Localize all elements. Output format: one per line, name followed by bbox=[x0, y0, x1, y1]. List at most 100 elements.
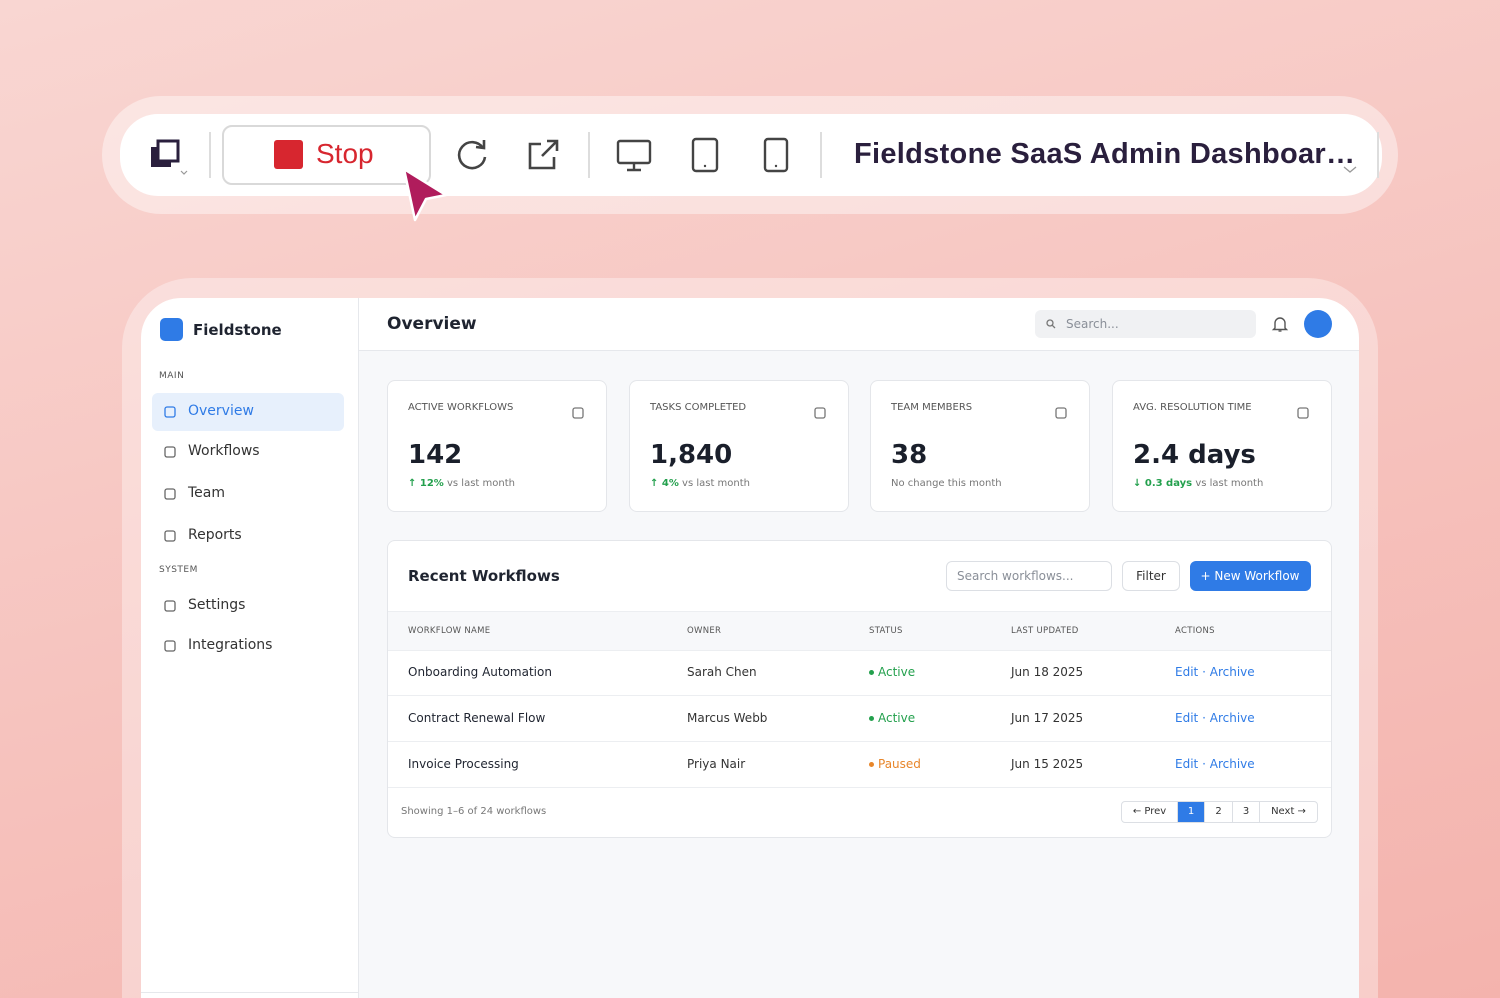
stat-card bbox=[629, 380, 849, 512]
action-link[interactable]: Archive bbox=[1209, 664, 1255, 679]
stat-card bbox=[387, 380, 607, 512]
stat-value: 2.4 days bbox=[1133, 439, 1256, 470]
stat-note: vs last month bbox=[1195, 478, 1264, 489]
workflow-name[interactable]: Contract Renewal Flow bbox=[408, 710, 546, 725]
workflow-name[interactable]: Onboarding Automation bbox=[408, 664, 552, 679]
table-title: Recent Workflows bbox=[408, 566, 560, 585]
stat-label: TEAM MEMBERS bbox=[891, 402, 973, 413]
title-dropdown[interactable] bbox=[1343, 166, 1357, 174]
nav-item-active[interactable] bbox=[152, 393, 344, 431]
user-avatar[interactable] bbox=[1304, 310, 1332, 338]
stat-card bbox=[1112, 380, 1332, 512]
actions: Edit · Archive bbox=[1175, 664, 1255, 681]
workflow-name[interactable]: Invoice Processing bbox=[408, 756, 519, 771]
reload-icon[interactable] bbox=[456, 138, 490, 172]
page-button[interactable]: 1 bbox=[1177, 801, 1205, 823]
nav-icon bbox=[1297, 407, 1309, 419]
actions: Edit · Archive bbox=[1175, 756, 1255, 773]
page-button[interactable]: Next → bbox=[1259, 801, 1318, 823]
actions: Edit · Archive bbox=[1175, 710, 1255, 727]
nav-icon bbox=[814, 407, 826, 419]
page-label: Next → bbox=[1271, 806, 1306, 817]
nav-icon bbox=[164, 406, 176, 418]
separator bbox=[820, 132, 822, 178]
nav-section-label: SYSTEM bbox=[159, 564, 198, 575]
page-label: ← Prev bbox=[1132, 806, 1167, 817]
header-title: Overview bbox=[387, 314, 477, 334]
separator bbox=[1377, 132, 1379, 178]
page-label: 2 bbox=[1215, 806, 1222, 817]
stat-change: ↑ 4% bbox=[650, 478, 679, 489]
status: Paused bbox=[878, 756, 921, 771]
separator bbox=[209, 132, 211, 178]
row-divider bbox=[388, 741, 1331, 742]
stat-note: vs last month bbox=[682, 478, 751, 489]
stop-icon bbox=[274, 140, 303, 169]
nav-item[interactable]: Reports bbox=[188, 527, 242, 544]
new-workflow-label: + New Workflow bbox=[1200, 568, 1300, 583]
stat-change-line: No change this month bbox=[891, 477, 1002, 491]
open-external-icon[interactable] bbox=[527, 138, 561, 172]
global-search[interactable] bbox=[1035, 310, 1256, 338]
nav-icon bbox=[164, 600, 176, 612]
copy-icon[interactable] bbox=[150, 139, 190, 179]
status-dot bbox=[869, 670, 874, 675]
stat-note: No change this month bbox=[891, 478, 1002, 489]
action-separator: · bbox=[1202, 664, 1206, 679]
column-header: STATUS bbox=[869, 626, 903, 637]
stat-change: ↑ 12% bbox=[408, 478, 444, 489]
page-label: 1 bbox=[1187, 806, 1195, 817]
action-link[interactable]: Edit bbox=[1175, 664, 1199, 679]
separator bbox=[588, 132, 590, 178]
filter-button[interactable] bbox=[1122, 561, 1180, 591]
owner: Marcus Webb bbox=[687, 710, 768, 725]
phone-icon[interactable] bbox=[763, 137, 789, 173]
page-button[interactable]: ← Prev bbox=[1121, 801, 1178, 823]
nav-item[interactable]: Integrations bbox=[188, 637, 273, 654]
nav-item[interactable]: Overview bbox=[188, 403, 254, 420]
status: Active bbox=[878, 664, 916, 679]
column-header: ACTIONS bbox=[1175, 626, 1215, 637]
notification-bell[interactable] bbox=[1271, 315, 1289, 333]
stat-value: 38 bbox=[891, 439, 928, 470]
table-header-row bbox=[388, 611, 1331, 651]
action-link[interactable]: Archive bbox=[1209, 710, 1255, 725]
search-icon bbox=[1046, 319, 1056, 329]
nav-item[interactable]: Team bbox=[188, 485, 226, 502]
new-workflow-button[interactable] bbox=[1190, 561, 1311, 591]
stat-label: AVG. RESOLUTION TIME bbox=[1133, 402, 1252, 413]
status-dot bbox=[869, 716, 874, 721]
last-updated: Jun 15 2025 bbox=[1011, 756, 1084, 771]
nav-item[interactable]: Settings bbox=[188, 597, 246, 614]
stat-value: 1,840 bbox=[650, 439, 733, 470]
nav-icon bbox=[164, 488, 176, 500]
action-separator: · bbox=[1202, 710, 1206, 725]
row-divider bbox=[388, 787, 1331, 788]
stat-change: ↓ 0.3 days bbox=[1133, 478, 1193, 489]
stat-label: ACTIVE WORKFLOWS bbox=[408, 402, 514, 413]
status: Active bbox=[878, 710, 916, 725]
action-link[interactable]: Archive bbox=[1209, 756, 1255, 771]
page-label: 3 bbox=[1242, 806, 1250, 817]
action-link[interactable]: Edit bbox=[1175, 710, 1199, 725]
nav-icon bbox=[1055, 407, 1067, 419]
stop-label: Stop bbox=[316, 138, 374, 169]
table-search-placeholder: Search workflows... bbox=[957, 568, 1074, 583]
nav-icon bbox=[572, 407, 584, 419]
nav-section-label: MAIN bbox=[159, 370, 185, 381]
nav-item[interactable]: Workflows bbox=[188, 443, 260, 460]
table-search[interactable] bbox=[946, 561, 1112, 591]
stat-change-line: ↑ 4% vs last month bbox=[650, 477, 750, 491]
stop-button[interactable] bbox=[222, 125, 431, 185]
desktop-icon[interactable] bbox=[616, 139, 652, 173]
nav-icon bbox=[164, 446, 176, 458]
owner: Priya Nair bbox=[687, 756, 746, 771]
page-button[interactable]: 3 bbox=[1232, 801, 1260, 823]
status-dot bbox=[869, 762, 874, 767]
filter-label: Filter bbox=[1136, 568, 1166, 583]
last-updated: Jun 18 2025 bbox=[1011, 664, 1084, 679]
action-link[interactable]: Edit bbox=[1175, 756, 1199, 771]
stat-note: vs last month bbox=[446, 478, 515, 489]
page-button[interactable]: 2 bbox=[1204, 801, 1233, 823]
tablet-icon[interactable] bbox=[691, 137, 719, 173]
